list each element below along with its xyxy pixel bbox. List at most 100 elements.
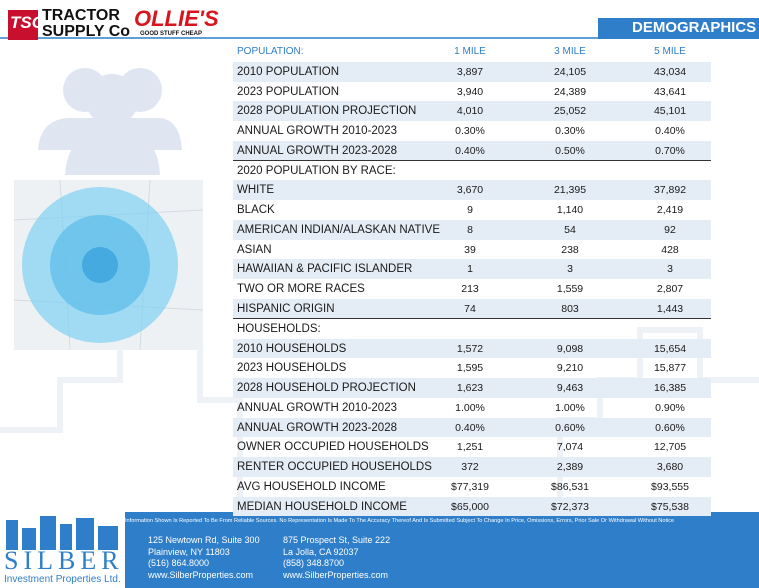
value-cell: 43,641 xyxy=(653,85,687,98)
value-cell: 803 xyxy=(561,303,579,315)
row-shade xyxy=(233,299,711,319)
value-cell: $75,538 xyxy=(651,500,689,513)
row-shade xyxy=(233,140,711,161)
value-cell: 12,705 xyxy=(653,441,687,454)
value-cell: 1,140 xyxy=(556,204,584,217)
row-label: HOUSEHOLDS: xyxy=(237,322,321,335)
value-cell: 54 xyxy=(564,223,576,236)
value-cell: 1.00% xyxy=(555,401,585,414)
logo-ollies: OLLIE'S xyxy=(134,6,219,31)
row-shade xyxy=(233,219,711,240)
value-cell: 3,897 xyxy=(456,65,484,78)
value-cell: 0.60% xyxy=(655,421,685,434)
address-line: www.SilberProperties.com xyxy=(148,569,254,580)
value-cell: 0.30% xyxy=(555,125,585,138)
row-label: BLACK xyxy=(237,204,275,217)
value-cell: 9,210 xyxy=(556,362,584,375)
row-shade xyxy=(233,417,711,438)
row-label: 2010 HOUSEHOLDS xyxy=(237,342,347,355)
value-cell: 15,654 xyxy=(653,342,687,355)
value-cell: 2,807 xyxy=(656,283,684,296)
value-cell: 0.40% xyxy=(455,421,485,434)
value-cell: 9,098 xyxy=(556,342,584,355)
row-label: HAWAIIAN & PACIFIC ISLANDER xyxy=(237,263,413,276)
office-address: 125 Newtown Rd, Suite 300 Plainview, NY 1… xyxy=(140,535,260,581)
column-header: 1 MILE xyxy=(454,46,486,57)
value-cell: $65,000 xyxy=(451,500,489,513)
value-cell: 1,572 xyxy=(456,342,484,355)
row-shade xyxy=(233,61,711,82)
disclaimer: Information Shown Is Reported To Be From… xyxy=(125,518,675,524)
row-shade xyxy=(233,496,711,517)
value-cell: 0.60% xyxy=(555,421,585,434)
value-cell: 9 xyxy=(467,204,473,217)
row-shade xyxy=(233,101,711,122)
row-label: ASIAN xyxy=(237,243,272,256)
address-line: 875 Prospect St, Suite 222 xyxy=(283,535,391,545)
value-cell: 3,940 xyxy=(456,85,484,98)
value-cell: 45,101 xyxy=(653,105,687,118)
row-label: 2028 POPULATION PROJECTION xyxy=(237,105,417,118)
section-title: DEMOGRAPHICS xyxy=(632,19,757,36)
address-line: www.SilberProperties.com xyxy=(283,569,389,580)
section-divider xyxy=(233,159,711,162)
row-label: 2020 POPULATION BY RACE: xyxy=(237,164,396,177)
value-cell: 1,623 xyxy=(456,382,484,395)
value-cell: 39 xyxy=(464,243,476,256)
row-label: AVG HOUSEHOLD INCOME xyxy=(237,480,386,493)
value-cell: 3,670 xyxy=(456,184,484,197)
value-cell: 2,389 xyxy=(556,461,584,474)
value-cell: $93,555 xyxy=(651,480,689,493)
value-cell: 238 xyxy=(561,243,579,256)
value-cell: 92 xyxy=(664,223,676,236)
value-cell: 1,443 xyxy=(656,303,684,315)
row-label: ANNUAL GROWTH 2010-2023 xyxy=(237,401,397,414)
value-cell: 15,877 xyxy=(653,362,687,375)
row-shade xyxy=(233,180,711,201)
value-cell: 3 xyxy=(567,263,573,276)
address-line: 125 Newtown Rd, Suite 300 xyxy=(148,535,260,545)
value-cell: 1,559 xyxy=(556,283,584,296)
row-shade xyxy=(233,378,711,398)
row-label: ANNUAL GROWTH 2023-2028 xyxy=(237,421,397,434)
value-cell: 9,463 xyxy=(556,382,584,395)
logo-name: SILBER xyxy=(4,546,124,575)
value-cell: $72,373 xyxy=(551,500,589,513)
value-cell: 24,105 xyxy=(553,65,587,78)
value-cell: 21,395 xyxy=(553,184,587,197)
value-cell: 0.50% xyxy=(555,144,585,157)
value-cell: 37,892 xyxy=(653,184,687,197)
value-cell: 1 xyxy=(467,263,473,276)
column-header: 5 MILE xyxy=(654,46,686,57)
address-line: La Jolla, CA 92037 xyxy=(283,546,359,557)
row-shade xyxy=(233,259,711,280)
value-cell: 0.90% xyxy=(655,401,685,414)
address-line: (858) 348.8700 xyxy=(283,558,345,568)
value-cell: $86,531 xyxy=(551,480,589,493)
row-label: HISPANIC ORIGIN xyxy=(237,303,335,315)
value-cell: $77,319 xyxy=(451,480,489,493)
row-label: TWO OR MORE RACES xyxy=(237,283,365,296)
row-shade xyxy=(233,338,711,359)
office-address: 875 Prospect St, Suite 222 La Jolla, CA 9… xyxy=(275,535,390,581)
column-header: POPULATION: xyxy=(237,46,304,57)
value-cell: 74 xyxy=(464,303,476,315)
value-cell: 2,419 xyxy=(656,204,684,217)
row-label: MEDIAN HOUSEHOLD INCOME xyxy=(237,500,407,513)
value-cell: 1.00% xyxy=(455,401,485,414)
column-header: 3 MILE xyxy=(554,46,586,57)
value-cell: 1,595 xyxy=(456,362,484,375)
row-label: WHITE xyxy=(237,184,275,197)
logo-ollies-tag: GOOD STUFF CHEAP xyxy=(140,31,203,37)
logo-sub: Investment Properties Ltd. xyxy=(4,574,121,585)
logo-tsc: TSC xyxy=(10,13,44,32)
value-cell: 7,074 xyxy=(556,441,584,454)
value-cell: 0.30% xyxy=(455,125,485,138)
row-label: 2010 POPULATION xyxy=(237,65,340,78)
row-label: ANNUAL GROWTH 2010-2023 xyxy=(237,125,397,138)
value-cell: 16,385 xyxy=(653,382,687,395)
value-cell: 3 xyxy=(667,263,673,276)
address-line: Plainview, NY 11803 xyxy=(148,546,230,557)
row-label: RENTER OCCUPIED HOUSEHOLDS xyxy=(237,461,432,474)
